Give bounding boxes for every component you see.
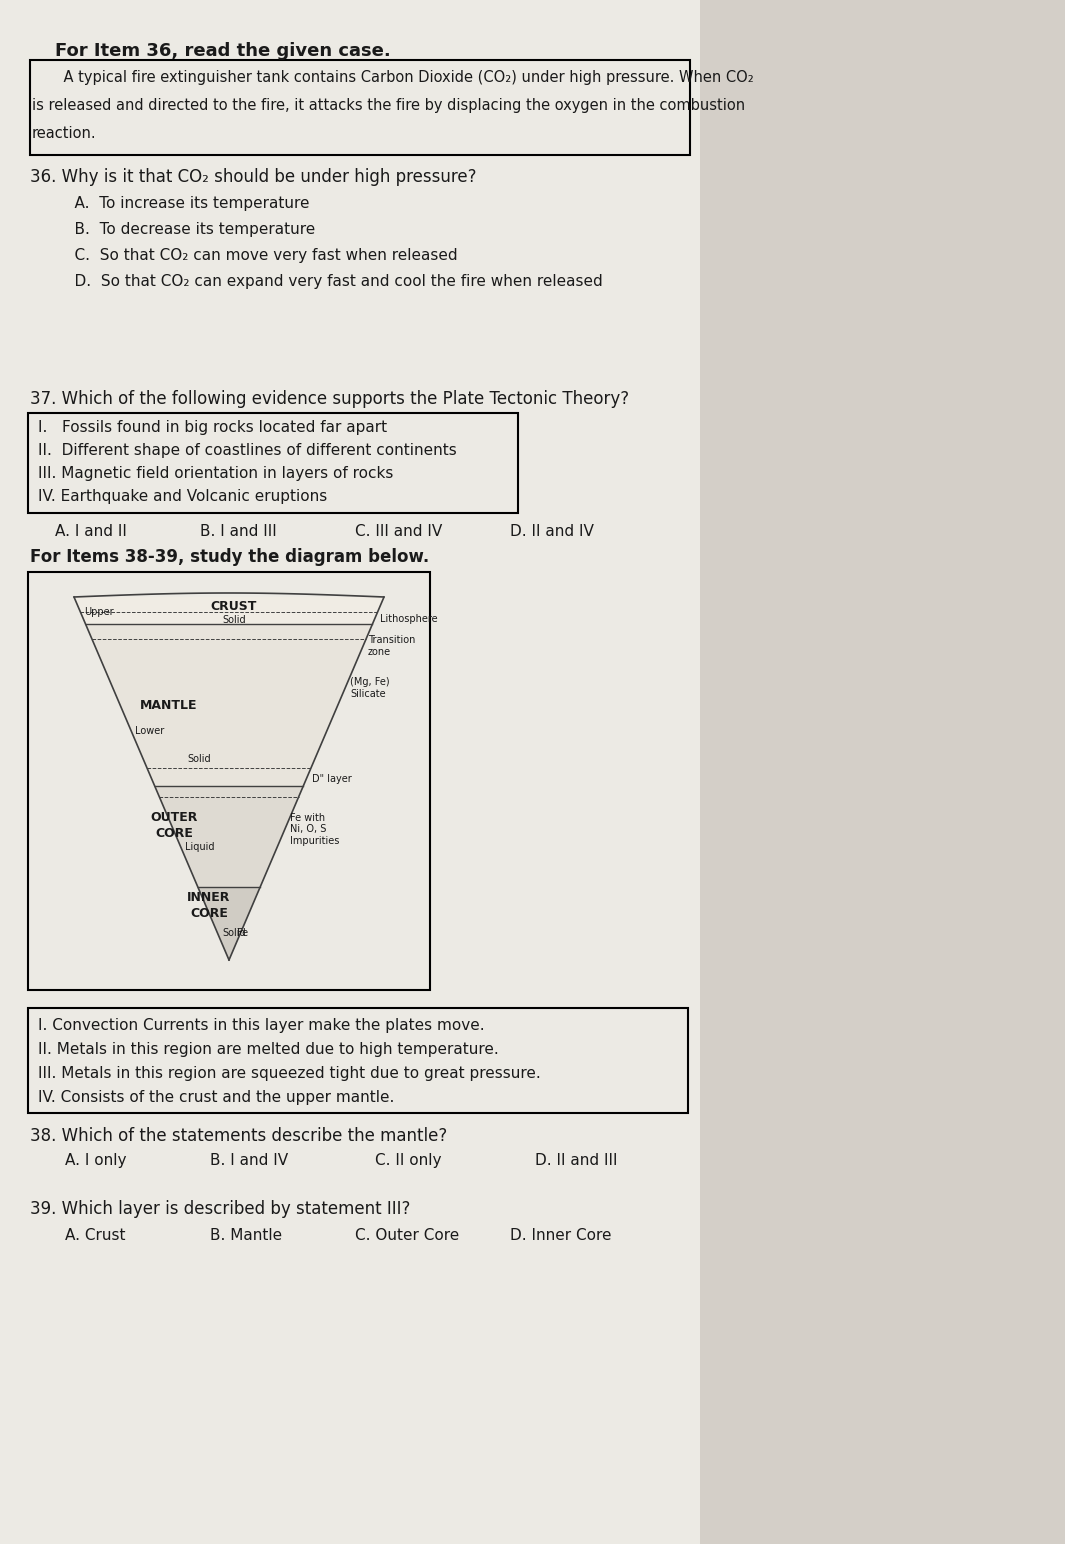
Text: Transition
zone: Transition zone [368, 635, 415, 656]
Text: A typical fire extinguisher tank contains Carbon Dioxide (CO₂) under high pressu: A typical fire extinguisher tank contain… [45, 69, 754, 85]
Text: Solid: Solid [223, 928, 246, 937]
Text: IV. Consists of the crust and the upper mantle.: IV. Consists of the crust and the upper … [38, 1090, 394, 1106]
Text: B. I and IV: B. I and IV [210, 1153, 289, 1167]
Text: IV. Earthquake and Volcanic eruptions: IV. Earthquake and Volcanic eruptions [38, 489, 327, 503]
Text: C. III and IV: C. III and IV [355, 523, 442, 539]
Text: D" layer: D" layer [311, 774, 351, 783]
Text: II. Metals in this region are melted due to high temperature.: II. Metals in this region are melted due… [38, 1042, 498, 1058]
Text: A. I only: A. I only [65, 1153, 127, 1167]
Polygon shape [154, 786, 304, 888]
Text: 36. Why is it that CO₂ should be under high pressure?: 36. Why is it that CO₂ should be under h… [30, 168, 476, 185]
Text: D. II and IV: D. II and IV [510, 523, 594, 539]
Bar [28, 571, 430, 990]
Text: reaction.: reaction. [32, 127, 97, 141]
Polygon shape [85, 624, 373, 786]
Text: Liquid: Liquid [184, 843, 214, 852]
Text: (Mg, Fe)
Silicate: (Mg, Fe) Silicate [350, 676, 390, 698]
Text: III. Metals in this region are squeezed tight due to great pressure.: III. Metals in this region are squeezed … [38, 1065, 541, 1081]
Text: A. Crust: A. Crust [65, 1227, 126, 1243]
Text: Fe: Fe [237, 928, 248, 937]
Text: 39. Which layer is described by statement III?: 39. Which layer is described by statemen… [30, 1200, 410, 1218]
Bar [30, 60, 690, 154]
Bar [28, 1008, 688, 1113]
Text: CRUST: CRUST [211, 601, 257, 613]
Polygon shape [198, 888, 260, 960]
Text: B. Mantle: B. Mantle [210, 1227, 282, 1243]
Text: D.  So that CO₂ can expand very fast and cool the fire when released: D. So that CO₂ can expand very fast and … [55, 273, 603, 289]
Text: I. Convection Currents in this layer make the plates move.: I. Convection Currents in this layer mak… [38, 1017, 485, 1033]
Bar [28, 412, 518, 513]
Text: B. I and III: B. I and III [200, 523, 277, 539]
Text: C. Outer Core: C. Outer Core [355, 1227, 459, 1243]
Text: INNER
CORE: INNER CORE [187, 891, 231, 920]
Text: For Items 38-39, study the diagram below.: For Items 38-39, study the diagram below… [30, 548, 429, 567]
Text: Solid: Solid [187, 753, 211, 764]
Text: I.   Fossils found in big rocks located far apart: I. Fossils found in big rocks located fa… [38, 420, 387, 435]
Text: OUTER
CORE: OUTER CORE [150, 811, 198, 840]
Text: A.  To increase its temperature: A. To increase its temperature [55, 196, 310, 212]
Text: Solid: Solid [223, 615, 246, 625]
Text: For Item 36, read the given case.: For Item 36, read the given case. [55, 42, 391, 60]
Text: Lower: Lower [135, 726, 164, 736]
Text: C. II only: C. II only [375, 1153, 442, 1167]
Text: D. II and III: D. II and III [535, 1153, 618, 1167]
Polygon shape [73, 598, 384, 624]
Text: Lithosphere: Lithosphere [380, 615, 438, 624]
Text: Upper: Upper [84, 607, 113, 616]
Text: II.  Different shape of coastlines of different continents: II. Different shape of coastlines of dif… [38, 443, 457, 459]
Text: 38. Which of the statements describe the mantle?: 38. Which of the statements describe the… [30, 1127, 447, 1146]
Text: D. Inner Core: D. Inner Core [510, 1227, 611, 1243]
Text: Fe with
Ni, O, S
Impurities: Fe with Ni, O, S Impurities [290, 812, 339, 846]
Text: B.  To decrease its temperature: B. To decrease its temperature [55, 222, 315, 236]
Bar [700, 0, 1065, 1544]
Text: is released and directed to the fire, it attacks the fire by displacing the oxyg: is released and directed to the fire, it… [32, 97, 746, 113]
Text: C.  So that CO₂ can move very fast when released: C. So that CO₂ can move very fast when r… [55, 249, 458, 262]
Text: III. Magnetic field orientation in layers of rocks: III. Magnetic field orientation in layer… [38, 466, 393, 482]
Text: MANTLE: MANTLE [141, 699, 198, 712]
Text: 37. Which of the following evidence supports the Plate Tectonic Theory?: 37. Which of the following evidence supp… [30, 391, 629, 408]
Text: A. I and II: A. I and II [55, 523, 127, 539]
